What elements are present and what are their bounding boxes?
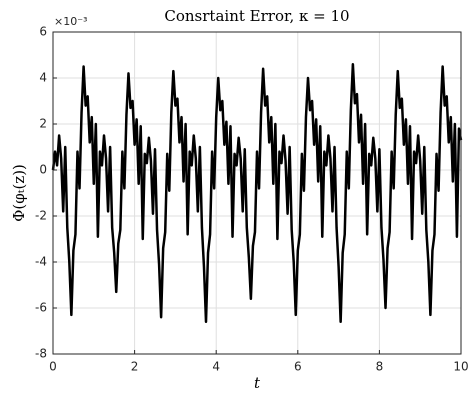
y-tick-label: 2 (39, 117, 47, 131)
x-axis-label: t (254, 374, 261, 392)
axes-box (52, 31, 462, 355)
x-tick-label: 0 (49, 360, 57, 374)
y-tick-label: 4 (39, 71, 47, 85)
x-tick-label: 8 (376, 360, 384, 374)
y-tick-label: 6 (39, 25, 47, 39)
x-tick-label: 6 (294, 360, 302, 374)
y-multiplier: ×10⁻³ (54, 15, 87, 28)
y-tick-label: 0 (39, 163, 47, 177)
y-tick-label: -4 (35, 255, 47, 269)
y-tick-label: -6 (35, 301, 47, 315)
x-tick-label: 10 (453, 360, 468, 374)
y-axis-label: Φ(φₜ(z)) (10, 164, 28, 222)
y-tick-label: -8 (35, 347, 47, 361)
x-tick-label: 4 (212, 360, 220, 374)
y-tick-label: -2 (35, 209, 47, 223)
x-tick-label: 2 (131, 360, 139, 374)
chart-title: Consrtaint Error, κ = 10 (164, 7, 349, 25)
data-line (51, 62, 463, 324)
